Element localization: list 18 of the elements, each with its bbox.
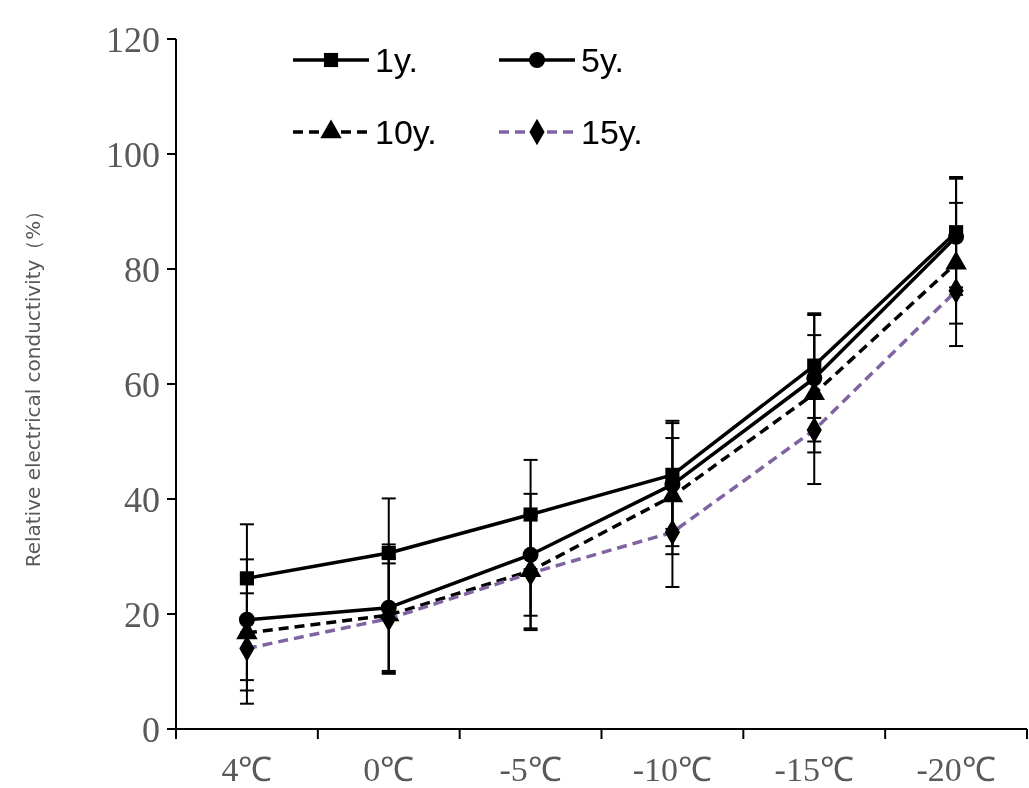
- y-tick-label: 80: [124, 249, 160, 290]
- y-tick-label: 20: [124, 594, 160, 635]
- x-tick-label: -10℃: [632, 751, 713, 788]
- legend-label: 10y.: [375, 112, 437, 151]
- y-tick-label: 100: [106, 134, 160, 175]
- legend-label: 5y.: [581, 40, 624, 79]
- x-tick-label: 4℃: [221, 751, 273, 788]
- legend-label: 1y.: [375, 40, 418, 79]
- legend-label: 15y.: [581, 112, 643, 151]
- y-tick-label: 0: [142, 709, 160, 750]
- x-tick-label: -15℃: [774, 751, 854, 788]
- y-axis-title: Relative electrical conductivity（%）: [21, 200, 45, 568]
- x-tick-label: 0℃: [363, 751, 415, 788]
- x-tick-label: -20℃: [916, 751, 996, 788]
- x-tick-label: -5℃: [499, 751, 562, 788]
- y-tick-label: 40: [124, 479, 160, 520]
- y-tick-label: 60: [124, 364, 160, 405]
- y-tick-label: 120: [106, 19, 160, 60]
